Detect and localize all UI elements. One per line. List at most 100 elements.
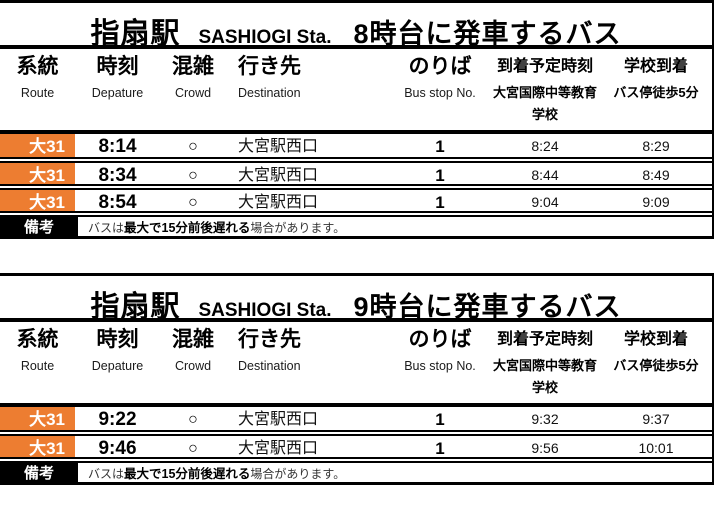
column-label-jp: 学校到着 <box>623 58 688 75</box>
column-header-arrival: 到着予定時刻 大宮国際中等教育学校 <box>490 52 600 126</box>
bus-stop-number: 1 <box>435 439 445 457</box>
remarks-text: バスは最大で15分前後遅れる場合があります。 <box>78 217 712 236</box>
column-label-en: Crowd <box>174 86 212 100</box>
column-sublabel: 大宮国際中等教育学校 <box>492 85 597 122</box>
remarks-text-bold: 最大で15分前後遅れる <box>124 467 251 481</box>
school-arrival-time: 8:29 <box>642 138 670 154</box>
column-header-crowd: 混雑 Crowd <box>160 52 226 126</box>
arrival-time: 8:44 <box>531 167 559 183</box>
destination: 大宮駅西口 <box>238 138 319 155</box>
column-header-bus-stop: のりば Bus stop No. <box>390 52 490 126</box>
crowd-mark: ○ <box>188 167 198 184</box>
crowd-mark: ○ <box>188 194 198 211</box>
bus-row: 大31 8:54 ○ 大宮駅西口 1 9:04 9:09 <box>0 188 712 213</box>
bus-stop-number: 1 <box>435 166 445 184</box>
column-label-jp: 混雑 <box>172 55 214 78</box>
column-label-en: Depature <box>91 359 144 373</box>
title-hour-text: 9時台に発車するバス <box>353 292 622 322</box>
route-badge: 大31 <box>0 163 75 184</box>
bus-row: 大31 8:34 ○ 大宮駅西口 1 8:44 8:49 <box>0 161 712 186</box>
remarks-text-pre: バスは <box>88 467 125 481</box>
station-name-jp: 指扇駅 <box>90 291 181 323</box>
timetable-8h: 指扇駅 SASHIOGI Sta. 8時台に発車するバス 系統 Route 時刻… <box>0 0 714 239</box>
column-label-en: Destination <box>238 359 301 373</box>
column-label-jp: 系統 <box>16 328 59 351</box>
column-label-en: Bus stop No. <box>404 359 476 373</box>
column-label-en: Depature <box>91 86 144 100</box>
route-badge: 大31 <box>0 436 75 457</box>
column-header-route: 系統 Route <box>0 325 75 399</box>
column-header-route: 系統 Route <box>0 52 75 126</box>
route-badge: 大31 <box>0 134 75 157</box>
column-label-jp: 時刻 <box>96 328 139 351</box>
column-label-jp: 行き先 <box>238 55 301 78</box>
remarks-label: 備考 <box>0 217 78 236</box>
column-label-jp: 学校到着 <box>623 331 688 348</box>
column-header-school: 学校到着 バス停徒歩5分 <box>600 52 712 126</box>
column-header-time: 時刻 Depature <box>75 325 160 399</box>
column-label-jp: 到着予定時刻 <box>496 331 593 348</box>
destination: 大宮駅西口 <box>238 440 319 457</box>
crowd-mark: ○ <box>188 440 198 457</box>
column-label-en: Bus stop No. <box>404 86 476 100</box>
school-arrival-time: 8:49 <box>642 167 670 183</box>
arrival-time: 9:32 <box>531 411 559 427</box>
column-header-bus-stop: のりば Bus stop No. <box>390 325 490 399</box>
table-header-9h: 系統 Route 時刻 Depature 混雑 Crowd 行き先 Destin… <box>0 318 712 407</box>
crowd-mark: ○ <box>188 138 198 155</box>
arrival-time: 9:56 <box>531 440 559 456</box>
column-label-jp: 行き先 <box>238 328 301 351</box>
bus-row: 大31 9:22 ○ 大宮駅西口 1 9:32 9:37 <box>0 407 712 432</box>
column-label-en: Route <box>20 359 55 373</box>
station-name-jp: 指扇駅 <box>90 18 181 50</box>
departure-time: 9:22 <box>98 409 137 430</box>
title-hour-text: 8時台に発車するバス <box>353 19 622 49</box>
table-title-9h: 指扇駅 SASHIOGI Sta. 9時台に発車するバス <box>0 273 712 323</box>
destination: 大宮駅西口 <box>238 194 319 211</box>
bus-row: 大31 8:14 ○ 大宮駅西口 1 8:24 8:29 <box>0 134 712 159</box>
destination: 大宮駅西口 <box>238 167 319 184</box>
bus-row: 大31 9:46 ○ 大宮駅西口 1 9:56 10:01 <box>0 434 712 459</box>
station-name-en: SASHIOGI Sta. <box>198 300 332 321</box>
bus-stop-number: 1 <box>435 193 445 211</box>
arrival-time: 9:04 <box>531 194 559 210</box>
column-header-arrival: 到着予定時刻 大宮国際中等教育学校 <box>490 325 600 399</box>
column-label-en: Destination <box>238 86 301 100</box>
remarks-row: 備考 バスは最大で15分前後遅れる場合があります。 <box>0 461 712 485</box>
school-arrival-time: 9:09 <box>642 194 670 210</box>
bus-stop-number: 1 <box>435 410 445 429</box>
school-arrival-time: 9:37 <box>642 411 670 427</box>
column-header-destination: 行き先 Destination <box>226 52 390 126</box>
column-header-school: 学校到着 バス停徒歩5分 <box>600 325 712 399</box>
station-name-en: SASHIOGI Sta. <box>198 27 332 48</box>
bus-stop-number: 1 <box>435 137 445 156</box>
column-header-time: 時刻 Depature <box>75 52 160 126</box>
column-header-crowd: 混雑 Crowd <box>160 325 226 399</box>
departure-time: 8:14 <box>98 136 137 157</box>
table-header-8h: 系統 Route 時刻 Depature 混雑 Crowd 行き先 Destin… <box>0 45 712 134</box>
departure-time: 8:34 <box>98 165 137 184</box>
destination: 大宮駅西口 <box>238 411 319 428</box>
remarks-text: バスは最大で15分前後遅れる場合があります。 <box>78 463 712 482</box>
remarks-text-bold: 最大で15分前後遅れる <box>124 221 251 235</box>
column-label-en: Crowd <box>174 359 212 373</box>
column-label-jp: 時刻 <box>96 55 139 78</box>
departure-time: 8:54 <box>98 192 137 211</box>
column-label-jp: 系統 <box>16 55 59 78</box>
column-header-destination: 行き先 Destination <box>226 325 390 399</box>
departure-time: 9:46 <box>98 438 137 457</box>
route-badge: 大31 <box>0 407 75 430</box>
column-label-jp: 到着予定時刻 <box>496 58 593 75</box>
school-arrival-time: 10:01 <box>638 440 674 456</box>
column-label-jp: のりば <box>408 55 472 78</box>
crowd-mark: ○ <box>188 411 198 428</box>
remarks-text-pre: バスは <box>88 221 125 235</box>
column-sublabel: バス停徒歩5分 <box>613 85 699 100</box>
column-label-jp: のりば <box>408 328 472 351</box>
column-label-en: Route <box>20 86 55 100</box>
route-badge: 大31 <box>0 190 75 211</box>
remarks-text-post: 場合があります。 <box>250 467 346 481</box>
remarks-text-post: 場合があります。 <box>250 221 346 235</box>
remarks-label: 備考 <box>0 463 78 482</box>
arrival-time: 8:24 <box>531 138 559 154</box>
